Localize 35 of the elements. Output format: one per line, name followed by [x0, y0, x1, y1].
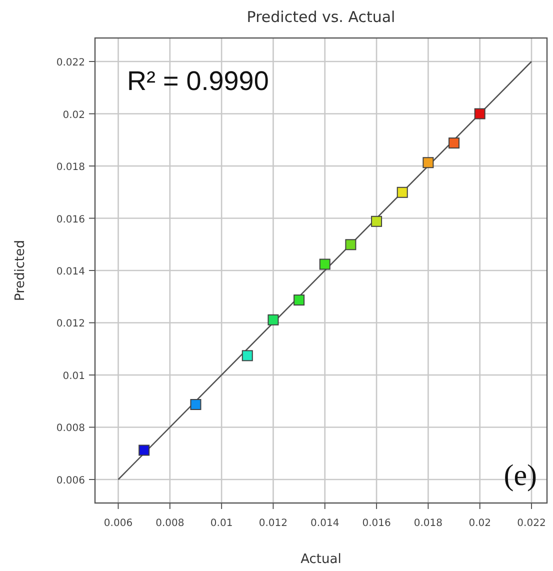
- point: [448, 138, 460, 149]
- y-tick-label: 0.022: [56, 58, 85, 69]
- x-tick-label: 0.02: [468, 518, 491, 529]
- point: [474, 108, 486, 120]
- y-tick-label: 0.012: [56, 318, 85, 330]
- y-axis-title: Predicted: [13, 240, 28, 302]
- x-tick-label: 0.012: [258, 518, 288, 529]
- point: [319, 258, 330, 270]
- x-tick-label: 0.022: [517, 518, 546, 529]
- x-axis-title: Actual: [300, 552, 342, 567]
- y-tick-label: 0.018: [56, 162, 85, 174]
- point: [422, 157, 434, 168]
- y-tick-label: 0.02: [62, 110, 85, 121]
- point: [268, 314, 279, 326]
- x-tick-label: 0.008: [156, 518, 184, 529]
- point: [190, 399, 202, 410]
- point: [294, 294, 305, 306]
- y-tick-label: 0.01: [62, 370, 85, 382]
- annotation: R² = 0.9990: [127, 66, 269, 96]
- x-tick-label: 0.014: [310, 518, 340, 529]
- y-tick-label: 0.014: [56, 266, 85, 278]
- annotation: (e): [504, 459, 537, 492]
- point: [396, 186, 408, 198]
- x-tick-label: 0.016: [362, 518, 391, 529]
- y-tick-label: 0.008: [56, 423, 85, 434]
- point: [371, 216, 382, 227]
- point: [242, 350, 253, 362]
- x-tick-label: 0.018: [414, 518, 443, 529]
- point: [138, 444, 150, 456]
- x-tick-label: 0.01: [210, 518, 233, 529]
- y-tick-label: 0.016: [56, 214, 85, 226]
- chart-title: Predicted vs. Actual: [246, 8, 396, 26]
- x-tick-label: 0.006: [104, 518, 133, 529]
- y-tick-label: 0.006: [56, 475, 85, 486]
- point: [345, 239, 356, 250]
